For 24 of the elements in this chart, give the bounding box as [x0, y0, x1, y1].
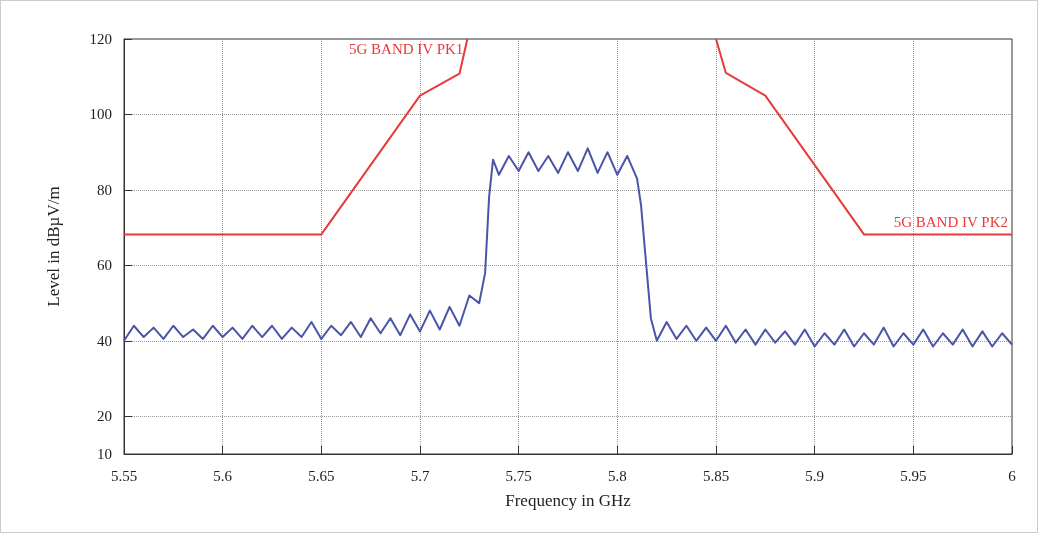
- line-series: [123, 147, 1013, 348]
- x-tick-label: 5.55: [110, 467, 138, 484]
- y-tick-label: 100: [89, 106, 112, 123]
- y-tick-label: 80: [97, 181, 112, 198]
- x-tick-label: 5.9: [805, 467, 825, 484]
- x-tick-label: 5.95: [900, 467, 927, 484]
- x-tick-label: 5.65: [308, 467, 335, 484]
- y-tick-label: 60: [97, 257, 112, 274]
- x-tick-label: 5.8: [607, 467, 627, 484]
- x-tick-label: 5.7: [410, 467, 430, 484]
- x-tick-label: 5.75: [505, 467, 532, 484]
- line-series: [715, 38, 1013, 236]
- annotation: 5G BAND IV PK2: [893, 213, 1008, 230]
- x-tick-label: 6: [1008, 467, 1017, 484]
- x-tick-label: 5.85: [702, 467, 730, 484]
- y-axis-title: Level in dBµV/m: [44, 186, 63, 307]
- y-tick-label: 20: [97, 408, 112, 425]
- annotation: 5G BAND IV PK1: [349, 40, 464, 57]
- y-tick-label: 120: [89, 31, 112, 47]
- line-series: [123, 38, 469, 236]
- x-axis-title: Frequency in GHz: [505, 491, 632, 510]
- x-tick-label: 5.6: [213, 467, 233, 484]
- y-tick-label: 40: [97, 332, 112, 349]
- y-tick-label: 10: [97, 446, 112, 462]
